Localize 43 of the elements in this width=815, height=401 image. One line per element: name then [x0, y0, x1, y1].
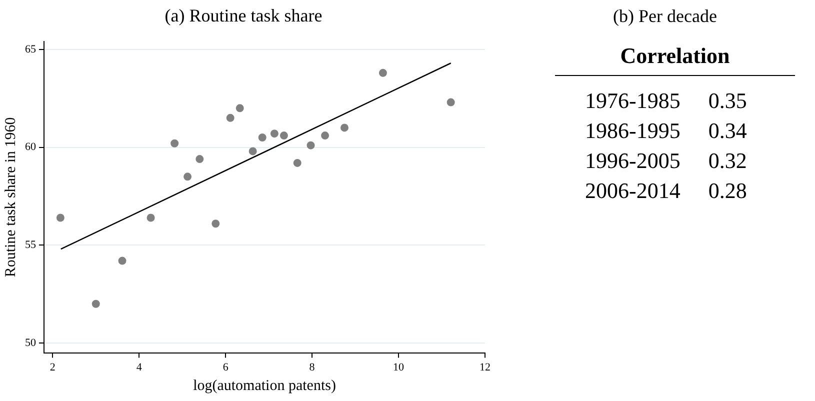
point	[226, 114, 234, 122]
x-tick-label: 8	[309, 361, 316, 374]
point	[92, 300, 100, 308]
point	[340, 124, 348, 132]
data-label: 0.32	[707, 147, 747, 175]
point	[378, 68, 387, 77]
x-tick-label: 4	[136, 361, 142, 374]
category-label: 2006-2014	[585, 177, 680, 205]
x-tick-label: 10	[393, 361, 405, 374]
y-tick-label: 65	[25, 43, 36, 56]
point	[321, 132, 330, 140]
point	[258, 134, 266, 142]
x-tick-label: 6	[222, 361, 229, 374]
category-label: 1976-1985	[585, 87, 680, 115]
x-axis-title: log(automation patents)	[193, 378, 336, 394]
y-axis-title: Routine task share in 1960	[2, 117, 19, 278]
x-tick-label: 2	[50, 361, 56, 374]
text: Correlation	[555, 43, 795, 76]
chart-title: (a) Routine task share	[164, 6, 322, 26]
category-label: 1986-1995	[585, 117, 680, 145]
point	[248, 147, 257, 156]
y-tick-label: 60	[25, 141, 36, 154]
point	[196, 155, 204, 164]
point	[306, 141, 315, 150]
point	[170, 139, 179, 148]
point	[118, 256, 126, 265]
category-label: 1996-2005	[585, 147, 680, 175]
text: (b) Per decade	[612, 6, 718, 27]
y-tick-label: 50	[25, 336, 36, 349]
point	[146, 214, 155, 222]
point	[270, 130, 278, 138]
data-label: 0.35	[707, 87, 747, 115]
point	[446, 98, 455, 106]
data-label: 0.34	[707, 117, 747, 145]
point	[212, 220, 220, 228]
x-tick-label: 12	[480, 361, 490, 374]
point	[293, 158, 302, 167]
data-label: 0.28	[707, 177, 747, 205]
point	[56, 214, 64, 222]
point	[280, 132, 288, 140]
y-tick-label: 55	[25, 239, 36, 252]
point	[236, 104, 244, 112]
point	[184, 172, 192, 181]
